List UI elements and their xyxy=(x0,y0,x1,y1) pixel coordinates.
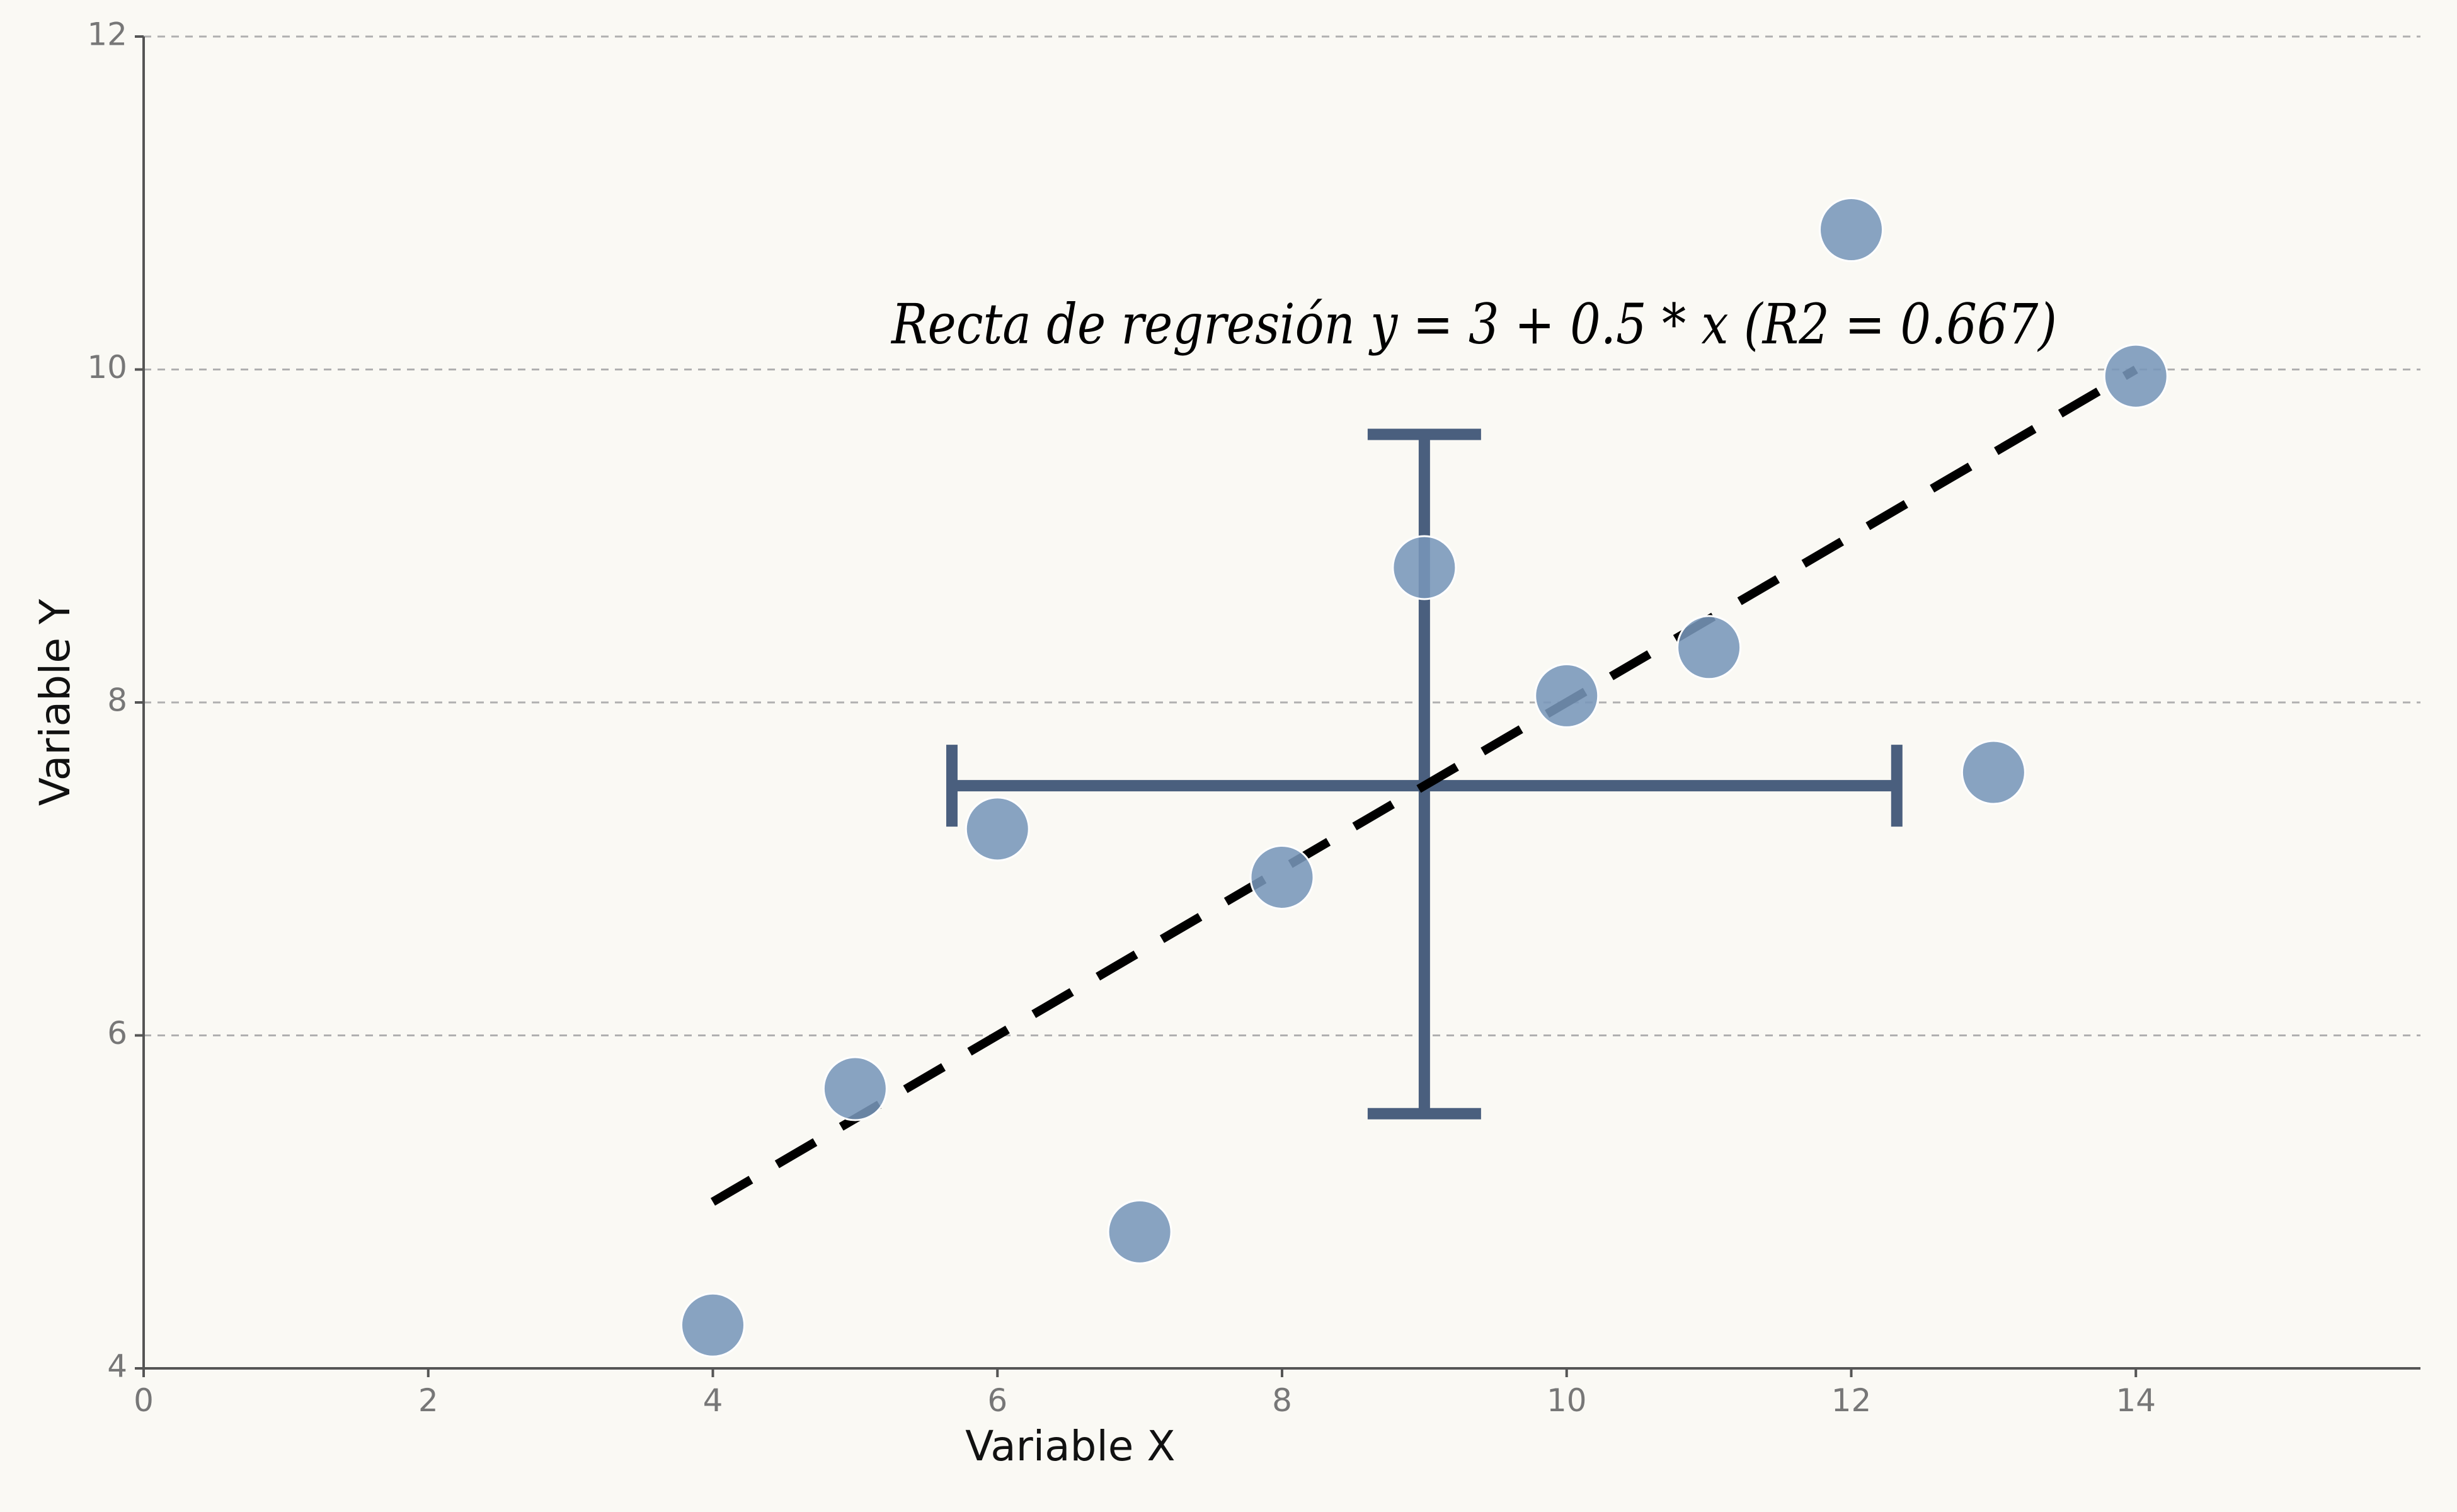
data-point-8 xyxy=(1676,615,1742,680)
y-tick-label-4: 4 xyxy=(107,1348,127,1385)
data-point-10 xyxy=(1961,740,2026,805)
y-tick-label-10: 10 xyxy=(87,349,127,386)
data-point-9 xyxy=(1819,197,1884,263)
x-tick-label-14: 14 xyxy=(2116,1382,2156,1419)
gridlines xyxy=(144,35,2420,1036)
data-point-5 xyxy=(1249,844,1315,910)
x-tick-label-4: 4 xyxy=(703,1382,723,1419)
x-tick-label-8: 8 xyxy=(1272,1382,1292,1419)
regression-line xyxy=(710,365,2138,1206)
x-axis-title: Variable X xyxy=(965,1422,1175,1470)
y-tick-label-12: 12 xyxy=(87,16,127,53)
y-tick-label-8: 8 xyxy=(107,682,127,719)
x-tick-label-0: 0 xyxy=(134,1382,154,1419)
data-point-2 xyxy=(822,1056,888,1121)
y-axis-title: Variable Y xyxy=(31,598,79,806)
x-tick-label-6: 6 xyxy=(987,1382,1007,1419)
regression-annotation: Recta de regresión y = 3 + 0.5 * x (R2 =… xyxy=(890,292,2057,357)
x-tick-label-10: 10 xyxy=(1547,1382,1587,1419)
data-point-4 xyxy=(1107,1199,1172,1264)
y-tick-label-6: 6 xyxy=(107,1015,127,1051)
data-point-1 xyxy=(680,1292,745,1358)
data-point-6 xyxy=(1392,535,1457,600)
data-point-3 xyxy=(965,796,1030,862)
x-tick-label-2: 2 xyxy=(418,1382,438,1419)
data-points xyxy=(680,197,2168,1358)
regression-line-group xyxy=(710,365,2138,1206)
x-tick-label-12: 12 xyxy=(1831,1382,1872,1419)
data-point-11 xyxy=(2103,343,2168,409)
data-point-7 xyxy=(1534,663,1600,728)
tick-labels: 4 6 8 10 12 0 2 4 6 8 10 12 14 xyxy=(87,16,2156,1419)
